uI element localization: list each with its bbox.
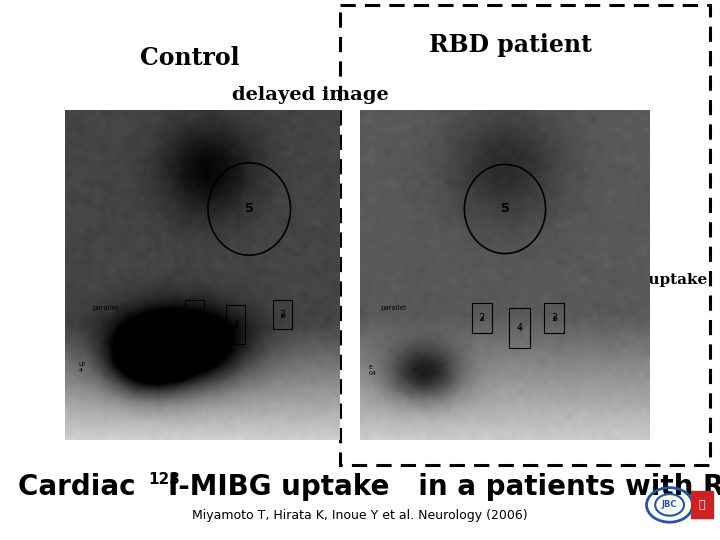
Text: Miyamoto T, Hirata K, Inoue Y et al. Neurology (2006): Miyamoto T, Hirata K, Inoue Y et al. Neu… xyxy=(192,509,528,522)
Text: I-MIBG uptake   in a patients with RBD: I-MIBG uptake in a patients with RBD xyxy=(168,473,720,501)
Text: 4: 4 xyxy=(516,323,523,333)
Text: 5: 5 xyxy=(500,202,509,215)
Text: 監: 監 xyxy=(698,500,706,510)
Text: Control: Control xyxy=(140,46,240,70)
Bar xyxy=(691,491,713,518)
Text: RBD patient: RBD patient xyxy=(428,33,591,57)
Bar xyxy=(340,5,710,465)
Bar xyxy=(472,303,492,333)
Bar xyxy=(544,303,564,333)
Text: JBC: JBC xyxy=(662,501,678,509)
Bar xyxy=(226,305,245,345)
Text: 2: 2 xyxy=(479,313,485,323)
Bar xyxy=(273,300,292,329)
Text: parallel: parallel xyxy=(92,305,119,311)
Text: 2: 2 xyxy=(191,309,197,320)
Text: 3: 3 xyxy=(552,313,557,323)
Bar xyxy=(184,300,204,329)
Text: 3: 3 xyxy=(279,309,285,320)
Text: 5: 5 xyxy=(245,202,253,215)
Text: delayed image: delayed image xyxy=(232,86,388,104)
Text: E
04: E 04 xyxy=(369,365,377,376)
Text: Cardiac: Cardiac xyxy=(18,473,145,501)
Text: 4: 4 xyxy=(233,320,238,329)
Text: Almost no uptake: Almost no uptake xyxy=(557,273,707,287)
Bar xyxy=(509,308,530,348)
Text: 123: 123 xyxy=(148,472,180,488)
Text: LE
4: LE 4 xyxy=(78,362,86,373)
Text: parallel: parallel xyxy=(380,305,406,311)
